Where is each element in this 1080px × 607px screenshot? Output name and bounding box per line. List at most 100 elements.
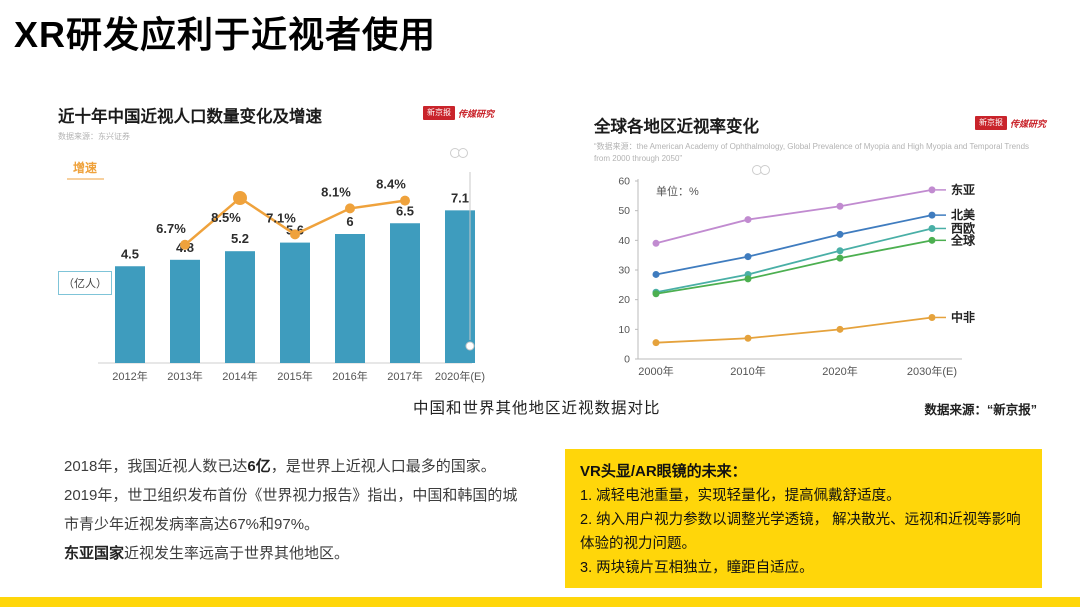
chart-label: 50 <box>618 205 630 217</box>
future-box-item: 3. 两块镜片互相独立，瞳距自适应。 <box>580 560 814 576</box>
chart-label: 8.5% <box>211 210 241 225</box>
chart-label: 10 <box>618 324 630 336</box>
series-line <box>655 189 933 245</box>
y-axis-unit-label: （亿人） <box>58 271 112 295</box>
chart-label: 全球 <box>950 232 976 247</box>
chart-label: 西欧 <box>951 220 975 235</box>
beijing-news-badge: 新京报 <box>422 106 455 120</box>
double-circle-icon <box>450 148 468 158</box>
chart-label: 40 <box>618 235 630 247</box>
media-research-badge: 传媒研究 <box>1009 118 1046 129</box>
double-circle-icon <box>752 165 770 175</box>
data-point <box>233 191 247 205</box>
bar <box>225 251 255 363</box>
data-point <box>744 216 752 224</box>
chart-label: 北美 <box>951 207 976 222</box>
chart-label: 中非 <box>951 309 975 324</box>
body-text-block: 2018年，我国近视人数已达6亿，是世界上近视人口最多的国家。 2019年，世卫… <box>64 452 529 568</box>
chart-label: 6.5 <box>396 203 414 218</box>
bar <box>390 223 420 363</box>
chart-label: 7.1% <box>266 210 296 225</box>
chart-label: 东亚 <box>951 182 975 197</box>
charts-caption-source: 数据来源：“新京报” <box>924 403 1037 417</box>
chart-label: 7.1 <box>451 190 469 205</box>
data-point <box>400 195 410 206</box>
chart-label: 2017年 <box>387 369 422 383</box>
bold-segment: 6亿 <box>247 458 271 475</box>
bar <box>115 266 145 363</box>
chart-label: 20 <box>618 294 630 306</box>
brand-logo: 新京报 传媒研究 <box>974 116 1046 130</box>
future-box-item: 1. 减轻电池重量，实现轻量化，提高佩戴舒适度。 <box>580 488 901 504</box>
global-myopia-line-chart-panel: 全球各地区近视率变化 新京报 传媒研究 “数据来源：the American A… <box>594 113 1046 388</box>
data-point <box>836 247 844 255</box>
chart-label: 2016年 <box>332 369 367 383</box>
chart-label: 2015年 <box>277 369 312 383</box>
chart-label: 2020年(E) <box>435 369 485 383</box>
data-point <box>180 239 190 250</box>
data-point <box>744 334 752 342</box>
data-point <box>836 230 844 238</box>
data-point <box>836 325 844 333</box>
paragraph: 2018年，我国近视人数已达6亿，是世界上近视人口最多的国家。 <box>64 452 529 481</box>
line-chart-svg: 0 10 20 30 40 50 60 2000年 2010年 2020年 2030年(E) 单位：%… <box>618 176 976 379</box>
future-box-item: 2. 纳入用户视力参数以调整光学透镜， 解决散光、远视和近视等影响体验的视力问题… <box>580 512 1021 552</box>
future-box-title: VR头显/AR眼镜的未来： <box>580 463 747 480</box>
data-point <box>836 254 844 262</box>
chart-label: 2014年 <box>222 369 257 383</box>
bar <box>280 242 310 363</box>
text-segment: 近视发生率远高于世界其他地区。 <box>124 545 350 562</box>
chart-label: 0 <box>624 354 630 366</box>
charts-caption: 中国和世界其他地区近视数据对比 <box>413 400 661 417</box>
chart-label: 2020年 <box>822 364 857 378</box>
data-point <box>928 224 936 232</box>
chart-source: “数据来源：the American Academy of Ophthalmol… <box>594 142 1030 163</box>
bottom-accent-bar <box>0 597 1080 607</box>
chart-label: 2010年 <box>730 364 765 378</box>
data-point <box>652 339 660 347</box>
page-title: XR研发应利于近视者使用 <box>14 14 437 55</box>
china-myopia-bar-chart-panel: 近十年中国近视人口数量变化及增速 新京报 传媒研究 数据来源：东兴证券 （亿人）… <box>58 103 494 398</box>
data-point <box>345 203 355 214</box>
data-point <box>744 253 752 261</box>
text-segment: 2018年，我国近视人数已达 <box>64 458 248 475</box>
data-point <box>652 270 660 278</box>
paragraph: 东亚国家近视发生率远高于世界其他地区。 <box>64 539 529 568</box>
chart-header: 近十年中国近视人口数量变化及增速 新京报 传媒研究 <box>58 103 494 127</box>
chart-label: 60 <box>618 176 630 188</box>
bar <box>335 234 365 363</box>
chart-label: 2012年 <box>112 369 147 383</box>
data-point <box>290 229 300 240</box>
chart-label: 8.1% <box>321 184 351 199</box>
data-point <box>928 236 936 244</box>
chart-source: 数据来源：东兴证券 <box>58 132 130 141</box>
bar <box>170 259 200 363</box>
chart-label: 2013年 <box>167 369 202 383</box>
series-line <box>655 239 933 295</box>
chart-label: 2030年(E) <box>907 364 957 378</box>
chart-label: 8.4% <box>376 177 406 192</box>
chart-label: 5.2 <box>231 231 249 246</box>
chart-header: 全球各地区近视率变化 新京报 传媒研究 <box>594 113 1046 137</box>
series-line <box>655 316 933 344</box>
brand-logo: 新京报 传媒研究 <box>422 106 494 120</box>
chart-title: 全球各地区近视率变化 <box>594 118 759 136</box>
chart-label: 4.5 <box>121 246 139 261</box>
beijing-news-badge: 新京报 <box>974 116 1007 130</box>
data-point <box>652 290 660 298</box>
vr-ar-future-box: VR头显/AR眼镜的未来： 1. 减轻电池重量，实现轻量化，提高佩戴舒适度。 2… <box>565 449 1042 588</box>
chart-label: 30 <box>618 265 630 277</box>
data-point <box>652 239 660 247</box>
chart-title: 近十年中国近视人口数量变化及增速 <box>58 108 322 126</box>
data-point <box>928 313 936 321</box>
media-research-badge: 传媒研究 <box>457 108 494 119</box>
data-point <box>744 275 752 283</box>
data-point <box>928 211 936 219</box>
series-line <box>655 227 933 294</box>
chart-label: 6 <box>346 214 353 229</box>
bar-chart-svg: 4.52012年4.82013年5.22014年5.62015年62016年6.… <box>67 160 485 383</box>
chart-label: 6.7% <box>156 221 186 236</box>
decorative-axis-end <box>465 341 475 351</box>
series-line <box>655 214 933 276</box>
paragraph: 2019年，世卫组织发布首份《世界视力报告》指出，中国和韩国的城市青少年近视发病… <box>64 487 518 533</box>
